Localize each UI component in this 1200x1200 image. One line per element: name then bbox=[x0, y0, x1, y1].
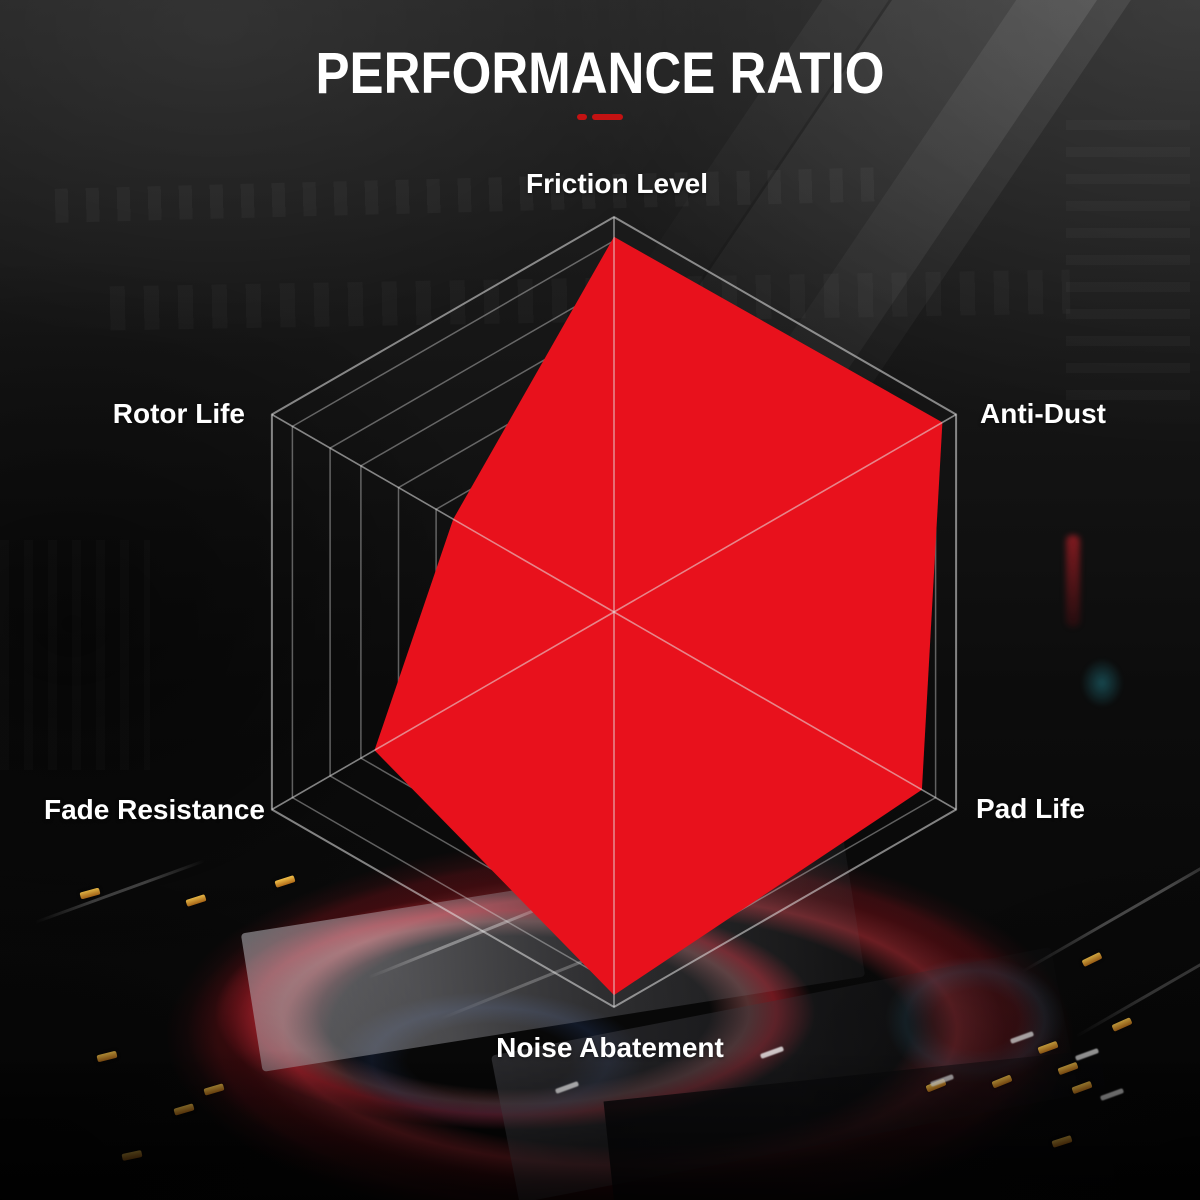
radar-spoke bbox=[613, 413, 957, 613]
axis-label-rotor-life: Rotor Life bbox=[112, 398, 245, 429]
radar-spoke bbox=[271, 611, 615, 811]
axis-label-pad-life: Pad Life bbox=[976, 793, 1085, 824]
radar-data-polygon bbox=[374, 236, 943, 996]
page-title: PERFORMANCE RATIO bbox=[315, 41, 885, 106]
axis-label-noise-abatement: Noise Abatement bbox=[496, 1032, 724, 1063]
title-underline-short-dash bbox=[577, 114, 587, 120]
axis-label-fade-resistance: Fade Resistance bbox=[44, 794, 265, 825]
radar-spoke bbox=[271, 413, 615, 613]
title-underline-long-dash bbox=[592, 114, 623, 120]
radar-spoke bbox=[613, 611, 957, 811]
axis-label-friction-level: Friction Level bbox=[525, 168, 709, 199]
title-underline bbox=[0, 114, 1200, 120]
axis-label-anti-dust: Anti-Dust bbox=[980, 398, 1106, 429]
